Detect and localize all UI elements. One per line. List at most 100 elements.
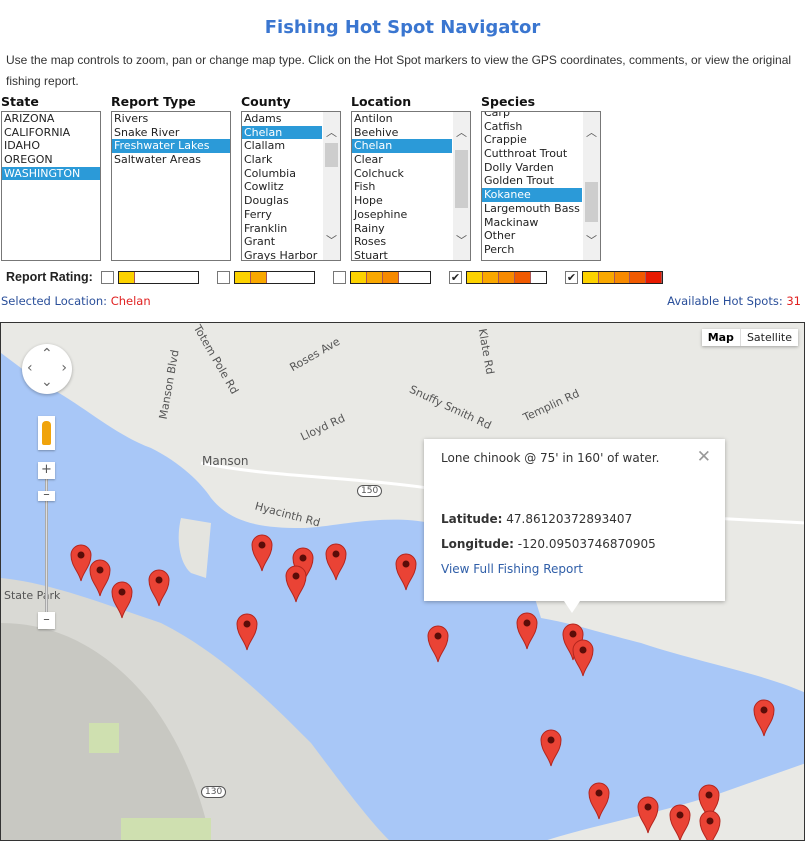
list-option[interactable]: Roses: [354, 235, 387, 249]
pan-up-icon[interactable]: ⌃: [41, 346, 53, 362]
list-option[interactable]: Columbia: [244, 166, 296, 180]
zoom-out-button[interactable]: –: [38, 612, 55, 629]
zoom-in-button[interactable]: +: [38, 462, 55, 479]
list-option[interactable]: Snake River: [114, 125, 180, 139]
list-option[interactable]: Rivers: [114, 112, 149, 125]
scrollbar[interactable]: ︿ ﹀: [323, 112, 340, 260]
rating-checkbox[interactable]: [217, 271, 230, 284]
hot-spot-marker-icon[interactable]: [588, 782, 610, 820]
list-option[interactable]: Antilon: [354, 112, 393, 125]
hot-spot-marker-icon[interactable]: [562, 623, 584, 661]
scroll-up-icon[interactable]: ︿: [586, 126, 597, 139]
scroll-up-icon[interactable]: ︿: [326, 126, 337, 139]
hot-spot-marker-icon[interactable]: [70, 544, 92, 582]
map-label: 130: [201, 786, 227, 798]
list-option[interactable]: Chelan: [242, 125, 322, 140]
hot-spot-marker-icon[interactable]: [699, 810, 721, 840]
hot-spot-marker-icon[interactable]: [427, 625, 449, 663]
list-option[interactable]: Ferry: [244, 207, 272, 221]
list-option[interactable]: Stuart: [354, 248, 388, 261]
list-option[interactable]: OREGON: [4, 153, 53, 167]
scroll-down-icon[interactable]: ﹀: [586, 234, 597, 247]
hot-spot-marker-icon[interactable]: [669, 804, 691, 840]
list-option[interactable]: Chelan: [352, 139, 452, 154]
zoom-handle[interactable]: –: [38, 488, 55, 501]
hot-spot-marker-icon[interactable]: [148, 569, 170, 607]
list-option[interactable]: Dolly Varden: [484, 160, 554, 174]
hot-spot-marker-icon[interactable]: [572, 639, 594, 677]
listbox[interactable]: Antilon Beehive Chelan Clear Colchuck Fish Hop…: [351, 111, 471, 261]
hot-spot-marker-icon[interactable]: [637, 796, 659, 834]
list-option[interactable]: Golden Trout: [484, 174, 554, 188]
scrollbar[interactable]: ︿ ﹀: [453, 112, 470, 260]
list-option[interactable]: Carp: [484, 111, 510, 119]
list-option[interactable]: Saltwater Areas: [114, 153, 201, 167]
hot-spot-marker-icon[interactable]: [111, 581, 133, 619]
listbox[interactable]: Rivers Snake River Freshwater Lakes Saltwat…: [111, 111, 231, 261]
hot-spot-marker-icon[interactable]: [325, 543, 347, 581]
list-option[interactable]: CALIFORNIA: [4, 125, 71, 139]
list-option[interactable]: Freshwater Lakes: [112, 139, 230, 154]
view-full-report-link[interactable]: View Full Fishing Report: [441, 562, 583, 576]
street-view-pegman-icon[interactable]: [38, 416, 55, 450]
hot-spot-marker-icon[interactable]: [251, 534, 273, 572]
list-option[interactable]: Catfish: [484, 119, 523, 133]
rating-checkbox[interactable]: ✔: [565, 271, 578, 284]
list-option[interactable]: IDAHO: [4, 139, 40, 153]
list-option[interactable]: Grant: [244, 235, 276, 249]
hot-spot-marker-icon[interactable]: [236, 613, 258, 651]
scroll-down-icon[interactable]: ﹀: [326, 234, 337, 247]
pan-right-icon[interactable]: ›: [61, 360, 67, 376]
hot-spot-marker-icon[interactable]: [285, 565, 307, 603]
scroll-up-icon[interactable]: ︿: [456, 126, 467, 139]
list-option[interactable]: Clallam: [244, 139, 286, 153]
pan-control[interactable]: ⌃ ‹ › ⌄: [22, 344, 72, 394]
list-option[interactable]: Cutthroat Trout: [484, 147, 568, 161]
list-option[interactable]: Other: [484, 229, 516, 243]
list-option[interactable]: Colchuck: [354, 166, 404, 180]
pan-left-icon[interactable]: ‹: [27, 360, 33, 376]
list-option[interactable]: Perch: [484, 242, 515, 256]
hot-spot-marker-icon[interactable]: [89, 559, 111, 597]
list-option[interactable]: Hope: [354, 194, 383, 208]
scroll-thumb[interactable]: [455, 150, 468, 208]
rating-checkbox[interactable]: [101, 271, 114, 284]
list-option[interactable]: Clark: [244, 153, 273, 167]
list-option[interactable]: Adams: [244, 112, 282, 125]
list-option[interactable]: Cowlitz: [244, 180, 284, 194]
rating-checkbox[interactable]: [333, 271, 346, 284]
list-option[interactable]: Rainy: [354, 221, 385, 235]
latitude: Latitude: 47.86120372893407: [441, 512, 708, 526]
pan-down-icon[interactable]: ⌄: [41, 374, 53, 390]
hot-spot-marker-icon[interactable]: [698, 784, 720, 822]
listbox[interactable]: ARIZONA CALIFORNIA IDAHO OREGON WASHINGTON: [1, 111, 101, 261]
list-option[interactable]: Kokanee: [482, 188, 582, 202]
hot-spot-marker-icon[interactable]: [395, 553, 417, 591]
list-option[interactable]: Beehive: [354, 125, 399, 139]
list-option[interactable]: Fish: [354, 180, 376, 194]
hot-spot-marker-icon[interactable]: [540, 729, 562, 767]
hot-spot-marker-icon[interactable]: [516, 612, 538, 650]
listbox[interactable]: Adams Chelan Clallam Clark Columbia Cowlitz Do…: [241, 111, 341, 261]
listbox[interactable]: Carp Catfish Crappie Cutthroat Trout Dolly V…: [481, 111, 601, 261]
list-option[interactable]: ARIZONA: [4, 112, 55, 125]
list-option[interactable]: Douglas: [244, 194, 289, 208]
list-option[interactable]: Franklin: [244, 221, 288, 235]
scroll-thumb[interactable]: [325, 143, 338, 167]
list-option[interactable]: Mackinaw: [484, 215, 539, 229]
list-option[interactable]: Largemouth Bass: [484, 201, 580, 215]
scrollbar[interactable]: ︿ ﹀: [583, 112, 600, 260]
close-icon[interactable]: ✕: [696, 447, 711, 467]
list-option[interactable]: Grays Harbor: [244, 248, 318, 261]
hot-spot-marker-icon[interactable]: [753, 699, 775, 737]
map[interactable]: Manson Totem Pole Rd Manson Blvd Roses Ave L…: [0, 322, 805, 841]
list-option[interactable]: Clear: [354, 153, 383, 167]
map-type-satellite-button[interactable]: Satellite: [746, 331, 792, 344]
rating-checkbox[interactable]: ✔: [449, 271, 462, 284]
list-option[interactable]: Crappie: [484, 133, 527, 147]
list-option[interactable]: WASHINGTON: [2, 166, 100, 181]
map-type-map-button[interactable]: Map: [702, 329, 741, 346]
list-option[interactable]: Josephine: [354, 207, 408, 221]
scroll-thumb[interactable]: [585, 182, 598, 222]
scroll-down-icon[interactable]: ﹀: [456, 234, 467, 247]
